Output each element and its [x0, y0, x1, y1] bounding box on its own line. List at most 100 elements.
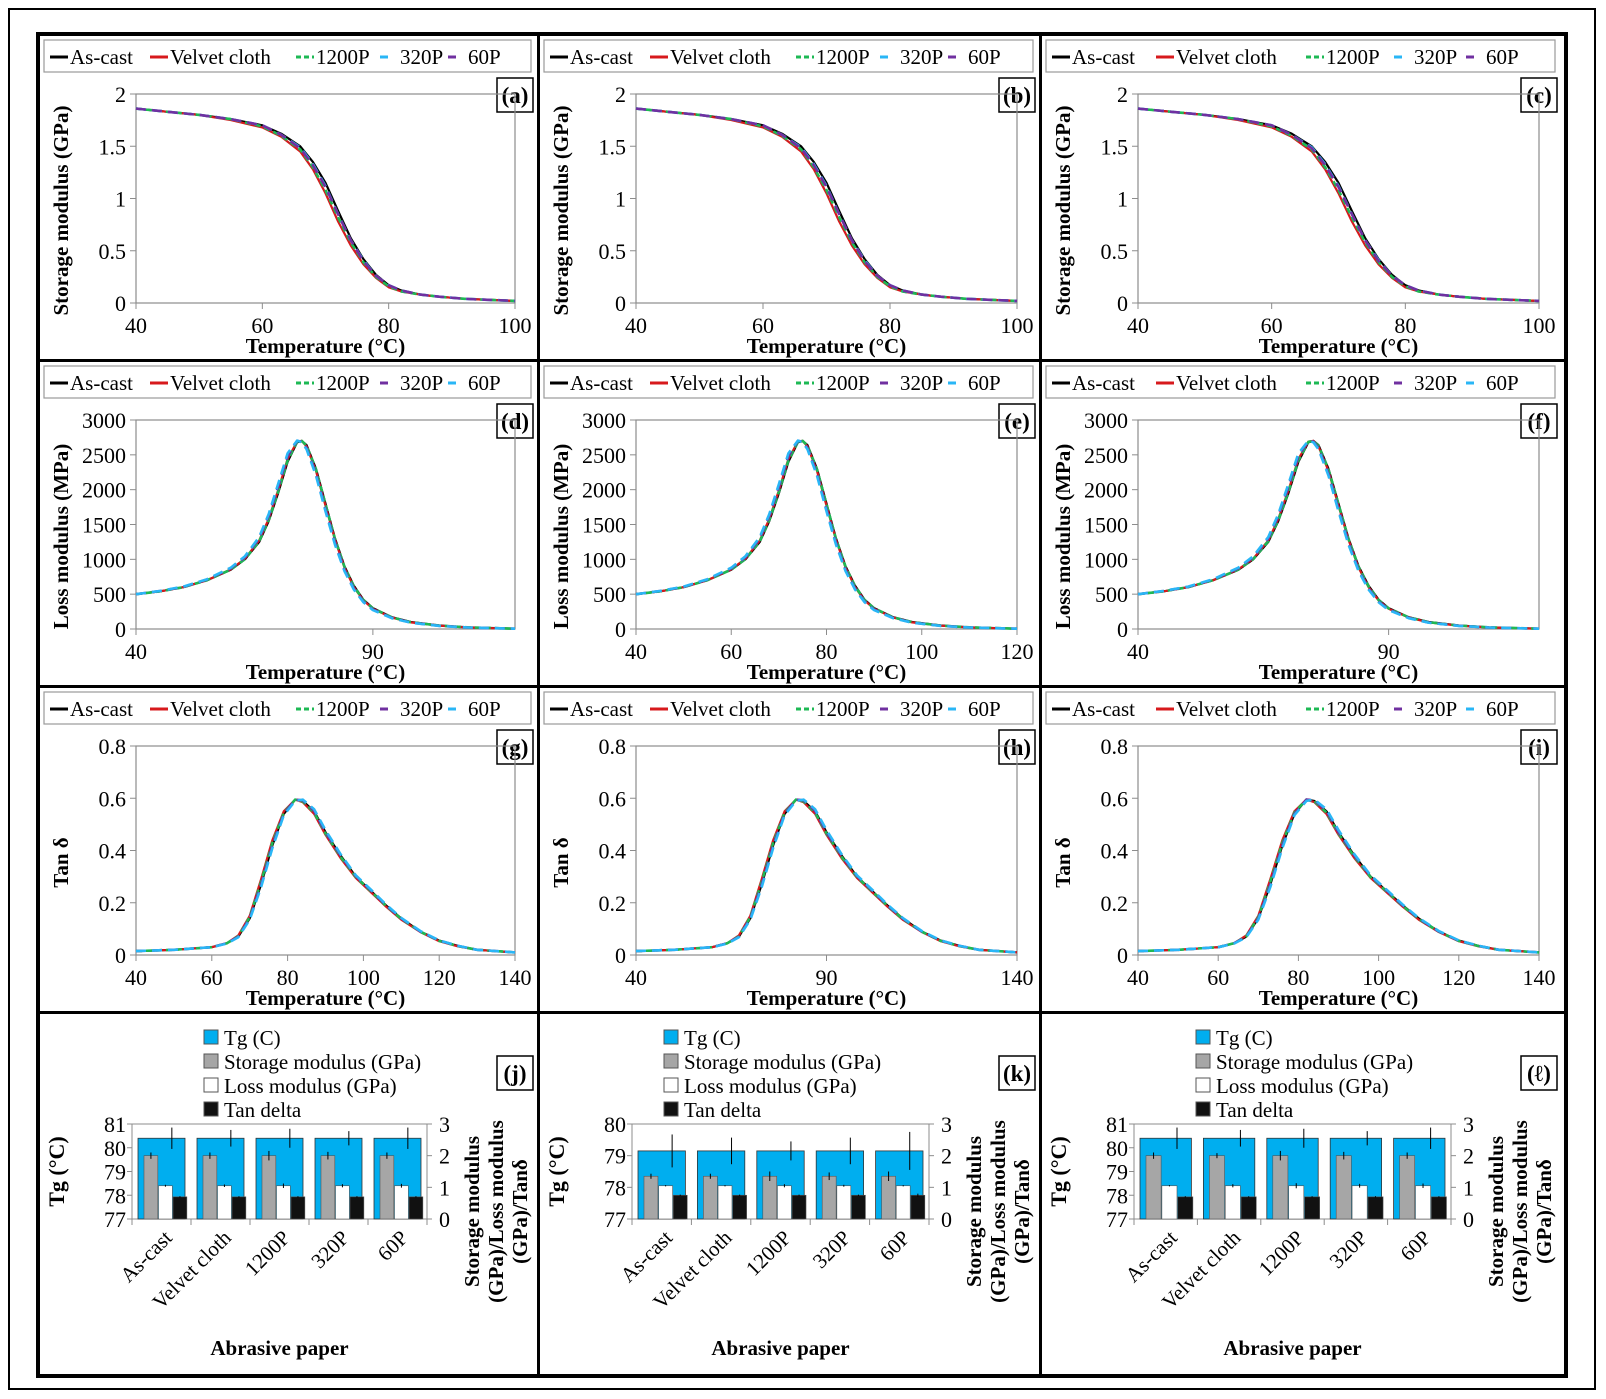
y-tick-label: 79: [104, 1160, 126, 1185]
bar-tan-delta: [1367, 1196, 1384, 1220]
series-line-320p: [635, 798, 1018, 954]
y-tick-label: 0.8: [599, 734, 627, 759]
y-tick-label: 1500: [1084, 513, 1128, 538]
plot-area: [1137, 93, 1540, 304]
series-line-velvet-cloth: [135, 439, 516, 630]
x-axis-label: Temperature (°C): [1259, 660, 1418, 684]
y-tick-label: 0: [615, 943, 626, 968]
legend-label: 320P: [1414, 45, 1457, 69]
series-line-as-cast: [1137, 798, 1540, 954]
bar-loss-modulus: [836, 1185, 852, 1220]
bar-loss-modulus: [658, 1185, 673, 1220]
bar-tan-delta: [408, 1196, 424, 1220]
series-line-1200p: [635, 107, 1018, 303]
y-tick-label: 2000: [82, 478, 126, 503]
plot-area: [635, 419, 1018, 630]
panel-label-text: (k): [1003, 1061, 1031, 1086]
bar-tan-delta: [1304, 1196, 1320, 1220]
bar-loss-modulus: [895, 1185, 911, 1220]
series-line-velvet-cloth: [1137, 798, 1540, 954]
bar-loss-modulus: [158, 1185, 173, 1220]
legend-label: 1200P: [816, 697, 870, 721]
series-line-60p: [1137, 107, 1540, 303]
series-line-1200p: [635, 798, 1018, 954]
bar-loss-modulus: [1415, 1185, 1431, 1220]
y-tick-label: 2: [115, 82, 126, 107]
series-line-1200p: [1137, 107, 1540, 303]
y-tick-label: 0.2: [1101, 891, 1129, 916]
series-line-320p: [135, 107, 516, 303]
legend-label: 60P: [1486, 45, 1519, 69]
legend-label: 1200P: [316, 45, 370, 69]
bar-loss-modulus: [1288, 1185, 1305, 1220]
bar-storage-modulus: [703, 1175, 718, 1220]
y-tick-label: 0: [1117, 291, 1128, 316]
legend-label: 320P: [900, 697, 943, 721]
bar-tan-delta: [1177, 1196, 1194, 1220]
legend-swatch-tg: [203, 1029, 219, 1045]
bar-loss-modulus: [394, 1185, 409, 1220]
chart-a: As-cast Velvet cloth 1200P 320P 60P(a)00.511…: [43, 39, 534, 358]
y-tick-label: 77: [104, 1207, 126, 1232]
y-tick-label: 3000: [582, 408, 626, 433]
x-tick-label: 100: [1001, 313, 1034, 338]
y-tick-label: 3000: [1084, 408, 1128, 433]
y-axis-label: Loss modulus (MPa): [549, 444, 573, 630]
legend-label: As-cast: [1072, 45, 1135, 69]
y-axis-label: Tan δ: [1051, 837, 1075, 888]
legend-label: 320P: [400, 45, 443, 69]
bar-tan-delta: [290, 1196, 306, 1220]
y-tick-label: 0.5: [99, 239, 127, 264]
y-tick-label: 1.5: [599, 134, 627, 159]
panel-label-box: [496, 1055, 534, 1091]
x-tick-label: 100: [905, 639, 938, 664]
series-line-velvet-cloth: [135, 798, 516, 954]
plot-area: [135, 419, 516, 630]
y-tick-label: 80: [1106, 1136, 1128, 1161]
panel-b: As-cast Velvet cloth 1200P 320P 60P (b) 0 0.5 1 1…: [540, 36, 1042, 362]
series-line-1200p: [135, 107, 516, 303]
bar-storage-modulus: [1335, 1155, 1352, 1220]
legend-label: Storage modulus (GPa): [224, 1050, 421, 1074]
x-axis-label: Temperature (°C): [1259, 334, 1418, 358]
y-tick-label: 78: [104, 1183, 126, 1208]
y-tick-label: 80: [104, 1136, 126, 1161]
y-tick-label: 2500: [582, 443, 626, 468]
y2-axis-label: Storage modulus: [962, 1136, 986, 1287]
legend-label: 320P: [900, 45, 943, 69]
bar-tan-delta: [1431, 1196, 1447, 1220]
series-line-1200p: [635, 439, 1018, 630]
x-axis-label: Temperature (°C): [246, 334, 405, 358]
x-axis-label: Temperature (°C): [246, 660, 405, 684]
series-line-60p: [135, 439, 516, 630]
series-line-320p: [1137, 798, 1540, 954]
chart-j: (j) Tg (C)Storage modulus (GPa)Loss modul…: [44, 1026, 534, 1360]
y2-axis-label: (GPa)/Tanδ: [508, 1159, 532, 1264]
legend: As-cast Velvet cloth 1200P 320P 60P: [43, 691, 532, 725]
chart-e: As-cast Velvet cloth 1200P 320P 60P(e)050010…: [543, 365, 1036, 684]
category-label: 60P: [1395, 1226, 1435, 1266]
y-tick-label: 77: [604, 1207, 626, 1232]
legend-label: 320P: [1414, 371, 1457, 395]
legend-label: Tg (C): [684, 1026, 741, 1050]
x-tick-label: 90: [1378, 639, 1400, 664]
legend-label: Velvet cloth: [170, 371, 271, 395]
legend: As-cast Velvet cloth 1200P 320P 60P: [543, 691, 1034, 725]
panel-label-box: [998, 1055, 1036, 1091]
y-tick-label: 1500: [82, 513, 126, 538]
bar-tan-delta: [172, 1196, 188, 1220]
plot-area: [635, 745, 1018, 956]
panel-label-box: [1520, 1055, 1558, 1091]
bar-tan-delta: [672, 1194, 688, 1220]
x-tick-label: 40: [125, 965, 147, 990]
bar-storage-modulus: [143, 1155, 159, 1220]
series-line-as-cast: [135, 107, 516, 302]
panel-d: As-cast Velvet cloth 1200P 320P 60P (d) 0 500 10…: [40, 362, 540, 688]
panel-g: As-cast Velvet cloth 1200P 320P 60P (g) 0 0.2 0.…: [40, 688, 540, 1014]
series-line-as-cast: [135, 798, 516, 954]
legend-label: 1200P: [816, 45, 870, 69]
legend: As-cast Velvet cloth 1200P 320P 60P: [543, 365, 1034, 399]
series-line-60p: [135, 107, 516, 303]
y-tick-label: 0: [115, 291, 126, 316]
chart-k: (k) Tg (C)Storage modulus (GPa)Loss modul…: [544, 1026, 1036, 1360]
